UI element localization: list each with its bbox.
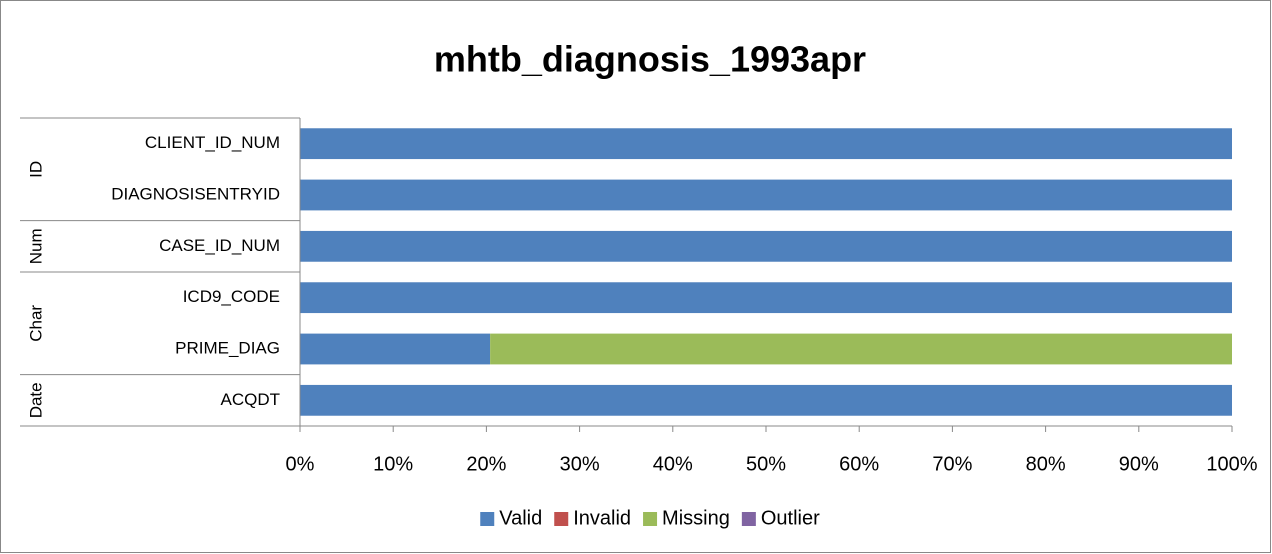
bar-segment — [300, 128, 1232, 160]
x-tick-label: 60% — [839, 453, 879, 475]
x-tick-label: 90% — [1119, 453, 1159, 475]
x-tick-label: 20% — [466, 453, 506, 475]
legend-swatch — [741, 512, 756, 526]
chart-title: mhtb_diagnosis_1993apr — [434, 39, 866, 80]
y-tick-label: ICD9_CODE — [183, 287, 280, 306]
legend-label: Invalid — [573, 507, 631, 529]
x-tick-label: 0% — [286, 453, 315, 475]
legend-swatch — [643, 512, 658, 526]
legend-label: Valid — [499, 507, 542, 529]
x-tick-label: 40% — [653, 453, 693, 475]
y-tick-label: PRIME_DIAG — [175, 338, 280, 357]
x-tick-label: 70% — [932, 453, 972, 475]
group-label: Char — [26, 305, 45, 342]
bar-segment — [300, 384, 1232, 416]
legend-swatch — [554, 512, 569, 526]
x-tick-label: 80% — [1026, 453, 1066, 475]
bar-segment — [300, 333, 491, 365]
y-tick-label: CASE_ID_NUM — [159, 236, 280, 255]
legend-label: Outlier — [761, 507, 820, 529]
x-tick-label: 30% — [560, 453, 600, 475]
bar-segment — [300, 179, 1232, 211]
y-tick-label: CLIENT_ID_NUM — [145, 133, 280, 152]
group-label: Date — [26, 382, 45, 418]
x-tick-label: 10% — [373, 453, 413, 475]
legend-label: Missing — [662, 507, 730, 529]
bar-segment — [300, 282, 1232, 314]
group-label: ID — [26, 161, 45, 178]
x-tick-label: 50% — [746, 453, 786, 475]
x-tick-label: 100% — [1206, 453, 1257, 475]
y-tick-label: ACQDT — [221, 390, 281, 409]
legend-swatch — [480, 512, 495, 526]
bar-segment — [490, 333, 1232, 365]
bar-segment — [300, 230, 1232, 262]
group-label: Num — [26, 228, 45, 264]
y-tick-label: DIAGNOSISENTRYID — [111, 184, 280, 203]
